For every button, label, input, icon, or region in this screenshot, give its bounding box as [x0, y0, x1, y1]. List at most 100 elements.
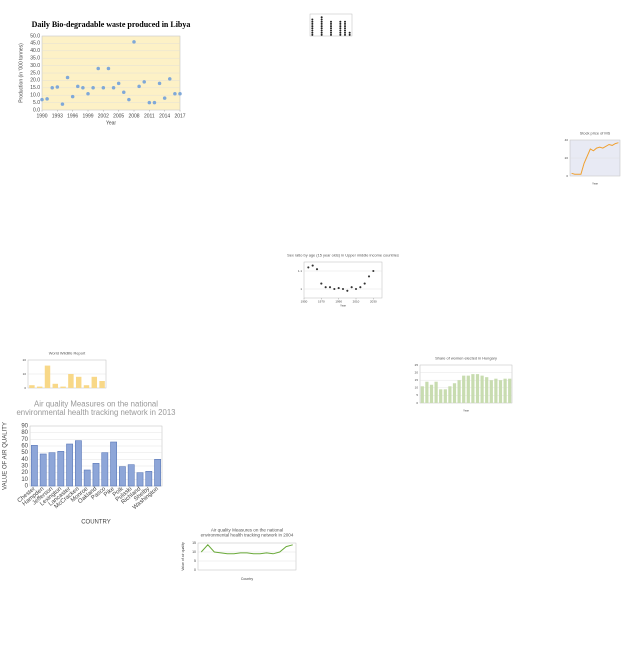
dot	[344, 33, 346, 36]
x-tick-label: 1993	[52, 113, 63, 119]
dot	[320, 22, 323, 25]
dot	[348, 33, 351, 36]
dot	[339, 25, 342, 28]
chart-title: Share of women elected in Hungary	[435, 355, 497, 360]
y-tick-label: 15.0	[30, 85, 40, 91]
y-tick-label: 30	[21, 464, 28, 470]
plot-frame	[309, 13, 353, 37]
y-tick-label: 1	[300, 287, 302, 291]
point	[307, 266, 310, 269]
dot	[339, 20, 342, 23]
bar	[48, 452, 56, 487]
x-axis-label: Country	[241, 577, 254, 581]
y-tick-label: 10	[21, 477, 28, 483]
bar	[462, 375, 466, 403]
point	[367, 275, 371, 278]
x-axis-label: Year	[340, 304, 346, 308]
dot	[311, 31, 314, 34]
y-tick-label: 0	[24, 386, 26, 390]
bar	[448, 386, 452, 403]
point	[162, 96, 167, 100]
point	[55, 85, 60, 89]
dot	[311, 22, 314, 25]
dot-column	[320, 16, 323, 36]
dot	[311, 18, 314, 21]
x-tick-label: 2017	[174, 113, 185, 119]
y-tick-label: 5.0	[33, 100, 40, 106]
point	[76, 84, 80, 89]
dot	[348, 31, 351, 34]
point	[341, 287, 345, 291]
y-tick-label: 50	[21, 450, 28, 456]
dot	[339, 22, 342, 25]
y-tick-label: 0	[25, 484, 29, 490]
bar	[57, 451, 65, 487]
x-tick-label: 2005	[113, 113, 124, 119]
y-tick-label: 0	[194, 568, 196, 572]
y-tick-label: 30.0	[30, 63, 40, 69]
dot	[320, 27, 323, 30]
point	[96, 66, 100, 71]
bar	[29, 385, 35, 388]
bar	[498, 380, 503, 403]
point	[324, 286, 327, 289]
dot	[339, 27, 342, 30]
point	[45, 97, 49, 101]
line	[200, 544, 293, 555]
title-line: environmental health tracking network in…	[201, 533, 294, 538]
y-tick-label: 5	[194, 559, 196, 563]
dot	[311, 27, 314, 30]
point	[333, 287, 336, 291]
point	[328, 286, 332, 289]
y-tick-label: 20	[415, 370, 419, 374]
y-tick-label: 60	[21, 444, 28, 450]
dot	[330, 29, 332, 32]
bar	[99, 381, 105, 388]
point	[152, 100, 157, 105]
plot-frame	[419, 364, 513, 404]
chart-title: Daily Bio-degradable waste produced in L…	[32, 20, 191, 29]
plot-frame	[197, 542, 297, 571]
y-tick-label: 10	[192, 550, 196, 554]
y-tick-label: 70	[21, 437, 28, 443]
dot	[339, 33, 342, 36]
chart-title: Air quality Measures on the national envi…	[16, 399, 175, 416]
x-tick-label: 1996	[67, 113, 78, 119]
bar	[83, 469, 91, 487]
dot	[311, 25, 314, 28]
dot-column	[339, 20, 342, 36]
y-axis-label: Value of air quality	[181, 542, 185, 571]
y-tick-label: 15	[415, 378, 419, 382]
y-tick-label: 20	[565, 156, 569, 160]
point	[106, 66, 111, 71]
y-tick-label: 25	[415, 363, 419, 367]
point	[111, 86, 116, 90]
x-tick-label: 1970	[318, 299, 325, 303]
dot	[320, 16, 323, 19]
bar	[145, 471, 153, 487]
bar	[452, 383, 457, 403]
x-tick-label: 2010	[353, 299, 360, 303]
title-line: Air quality Measures on the national	[34, 399, 158, 408]
bar	[66, 443, 73, 487]
point	[40, 97, 44, 102]
dot	[311, 29, 314, 32]
point	[315, 268, 319, 271]
y-tick-label: 0	[566, 174, 568, 178]
point	[363, 282, 366, 285]
y-tick-label: 15	[192, 541, 196, 545]
y-tick-label: 45.0	[30, 41, 40, 47]
chart-title: Sex ratio by age (15 year olds) in Upper…	[287, 252, 399, 257]
point	[157, 81, 162, 86]
y-tick-label: 5	[416, 393, 418, 397]
point	[337, 287, 340, 290]
dot-column	[311, 18, 314, 36]
title-line: Air quality Measures on the national	[211, 528, 283, 533]
y-tick-label: 10	[415, 386, 419, 390]
y-tick-label: 0	[416, 401, 418, 405]
bar	[503, 378, 507, 403]
x-tick-label: 1990	[36, 113, 47, 119]
point	[346, 289, 349, 292]
line	[571, 142, 619, 175]
